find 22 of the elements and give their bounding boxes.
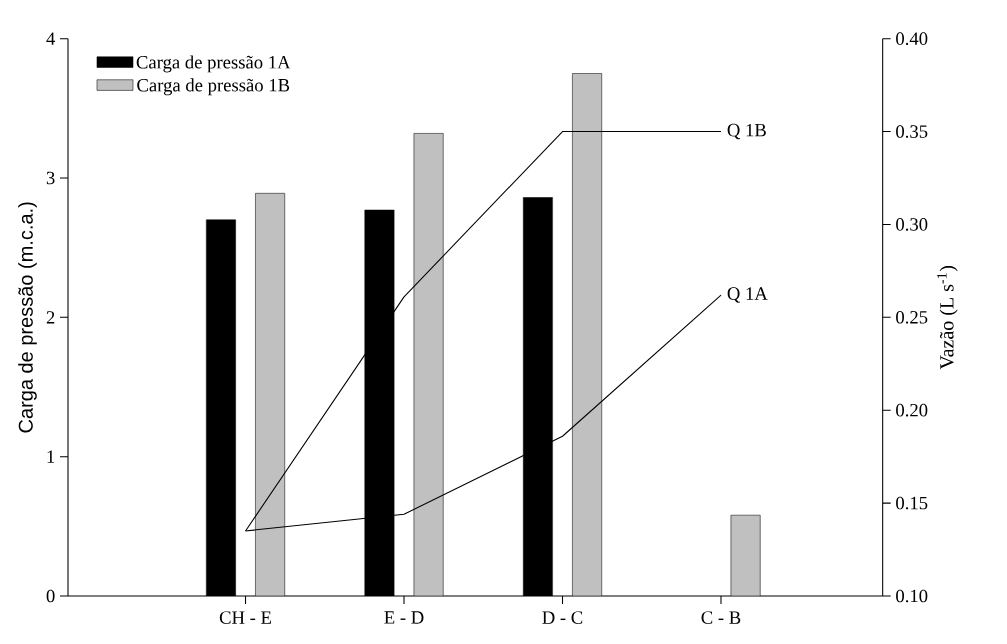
y2-axis-title: Vazão (L s$^{-1}$) xyxy=(937,265,958,370)
y-tick-label: 4 xyxy=(46,32,56,45)
x-tick-label: D - C xyxy=(542,611,583,624)
x-tick-label: CH - E xyxy=(219,611,272,624)
y-tick-label: 0 xyxy=(46,589,55,603)
y-tick-label: 2 xyxy=(46,311,55,324)
y2-tick-label: 0.25 xyxy=(896,310,928,324)
y2-tick-label: 0.10 xyxy=(896,589,928,603)
y2-tick-label: 0.15 xyxy=(896,496,928,510)
legend-label: Carga de pressão 1B xyxy=(137,78,290,96)
series-label: Q 1A xyxy=(727,287,768,303)
x-tick-label: E - D xyxy=(384,611,424,624)
y-tick-label: 3 xyxy=(46,171,55,185)
y2-tick-label: 0.20 xyxy=(896,403,928,417)
y2-tick-label: 0.35 xyxy=(896,125,928,138)
y2-tick-label: 0.40 xyxy=(896,32,928,46)
series-label: Q 1B xyxy=(727,123,766,140)
y2-tick-label: 0.30 xyxy=(896,218,928,231)
legend-label: Carga de pressão 1A xyxy=(136,55,291,73)
x-tick-label: C - B xyxy=(701,611,741,624)
y-axis-title: Carga de pressão (m.c.a.) xyxy=(18,202,37,433)
y-tick-label: 1 xyxy=(47,450,55,463)
